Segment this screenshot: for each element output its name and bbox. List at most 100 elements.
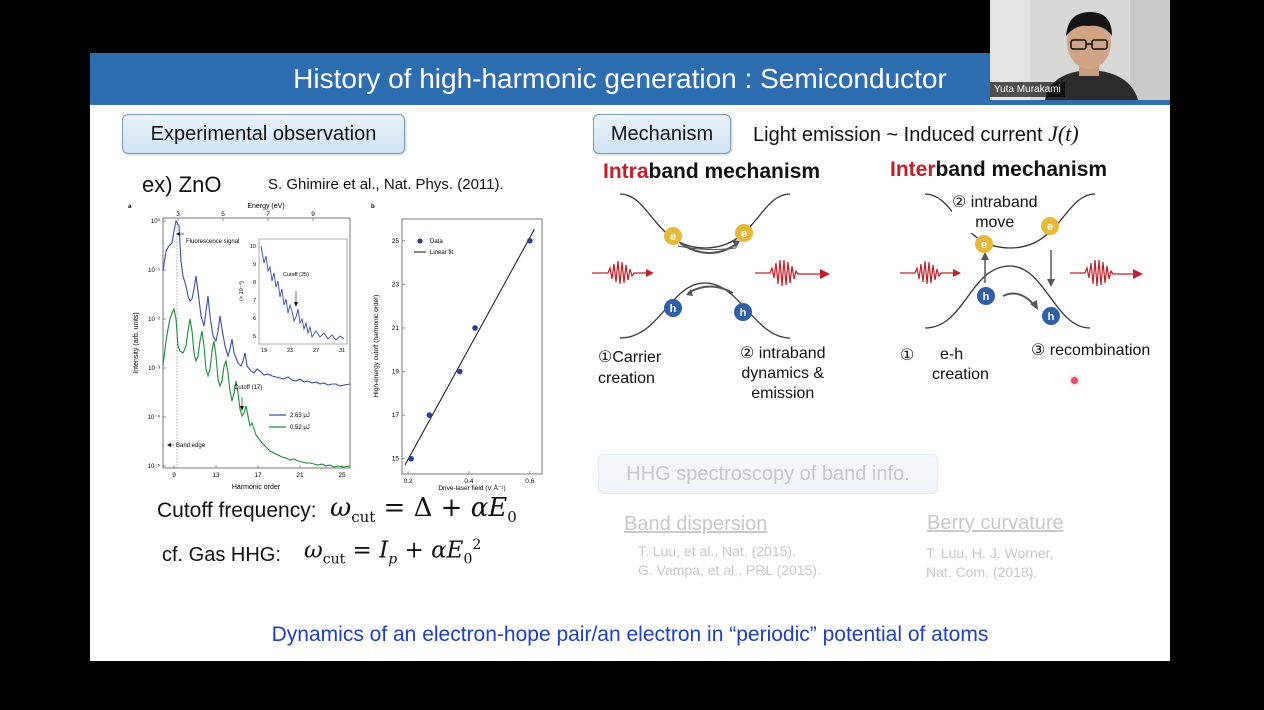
figure-b-y-tick: 15 bbox=[392, 456, 400, 463]
participant-name: Yuta Murakami bbox=[990, 82, 1065, 97]
svg-text:e: e bbox=[981, 239, 987, 251]
interband-heading: Interband mechanism bbox=[890, 158, 1108, 181]
figure-b-x-tick: 0.2 bbox=[404, 478, 413, 485]
data-point bbox=[527, 237, 533, 244]
svg-text:h: h bbox=[740, 307, 747, 319]
electron-1 bbox=[664, 227, 682, 245]
electron-2 bbox=[735, 224, 753, 242]
webcam-tile[interactable]: Yuta Murakami bbox=[990, 0, 1170, 100]
figure-b-y-tick: 23 bbox=[392, 281, 400, 288]
inset-x-tick: 27 bbox=[313, 348, 319, 354]
figure-a-y-tick: 10⁰ bbox=[151, 218, 161, 225]
figure-a-x-axis-title: Harmonic order bbox=[232, 484, 281, 491]
inset-x-tick: 19 bbox=[261, 348, 267, 354]
svg-text:h: h bbox=[1048, 311, 1055, 323]
inset-y-tick: 10 bbox=[250, 244, 256, 250]
linear-fit-line bbox=[404, 229, 535, 466]
inset-annotation: Cutoff (25) bbox=[283, 272, 309, 278]
figure-a-x-tick: 17 bbox=[254, 472, 262, 479]
figure-a-top-axis-title: Energy (eV) bbox=[247, 203, 284, 210]
data-point bbox=[472, 325, 478, 331]
hole-arrow bbox=[687, 285, 734, 294]
inset-y-axis-title: (× 10⁻⁴) bbox=[238, 281, 245, 301]
intraband-arrow bbox=[679, 242, 739, 254]
inset-y-tick: 5 bbox=[253, 334, 256, 340]
svg-text:h: h bbox=[670, 303, 677, 315]
svg-text:e: e bbox=[1047, 221, 1053, 233]
figure-b-y-tick: 21 bbox=[392, 325, 400, 332]
figure-a-y-tick: 10⁻³ bbox=[148, 366, 160, 372]
intraband-diagram: e e h h bbox=[592, 193, 830, 339]
svg-text:e: e bbox=[670, 231, 676, 243]
annotation-cutoff-17: Cutoff (17) bbox=[234, 385, 262, 391]
inter-step-2: ② intraband move bbox=[952, 193, 1038, 233]
inter-step-1-number: ① bbox=[900, 347, 915, 364]
slide: History of high-harmonic generation : Se… bbox=[90, 53, 1170, 661]
hole-1 bbox=[664, 299, 682, 317]
figure-a-chart: a Energy (eV) 3 5 7 9 10⁰ 10⁻¹ 10⁻² 10⁻³ 10⁻⁴ 10… bbox=[128, 203, 351, 491]
figure-b-x-axis-title: Drive-laser field (V Å⁻¹) bbox=[438, 483, 505, 492]
figure-a-x-tick: 9 bbox=[172, 472, 176, 479]
inset-x-tick: 31 bbox=[339, 348, 345, 354]
incoming-pulse-inter bbox=[900, 260, 957, 285]
figure-a-frame bbox=[162, 217, 351, 469]
legend-low: 0.52 μJ bbox=[290, 425, 310, 431]
figure-a-top-tick: 3 bbox=[176, 211, 180, 218]
inset-frame bbox=[258, 238, 348, 345]
figure-a-y-tick: 10⁻⁴ bbox=[148, 414, 161, 421]
annotation-band-edge: Band edge bbox=[176, 443, 206, 449]
figure-a-x-tick: 21 bbox=[296, 472, 304, 479]
cutoff-frequency-label: Cutoff frequency: bbox=[157, 499, 317, 522]
figure-a-top-tick: 7 bbox=[266, 211, 270, 218]
intra-step-2: ② intraband dynamics & emission bbox=[740, 345, 826, 402]
spectrum-high bbox=[162, 219, 351, 387]
mechanism-label: Mechanism bbox=[593, 114, 731, 154]
band-dispersion-heading: Band dispersion bbox=[624, 513, 768, 535]
figure-b-y-tick: 19 bbox=[392, 369, 400, 376]
inter-electron-1 bbox=[975, 235, 993, 253]
emitted-pulse-inter bbox=[1070, 259, 1135, 287]
cutoff-formula: ωcut = Δ + αE0 bbox=[330, 493, 517, 527]
figure-b-y-tick: 25 bbox=[392, 238, 400, 245]
figure-a-y-tick: 10⁻² bbox=[148, 317, 160, 323]
inter-electron-2 bbox=[1041, 217, 1059, 235]
figure-a-x-tick: 25 bbox=[338, 472, 346, 479]
hole-2 bbox=[734, 303, 752, 321]
figure-b-frame bbox=[401, 218, 543, 475]
laser-pointer bbox=[1071, 377, 1078, 384]
slide-title: History of high-harmonic generation : Se… bbox=[293, 63, 947, 94]
inset-y-tick: 7 bbox=[253, 298, 256, 304]
data-point bbox=[408, 455, 414, 462]
berry-curvature-heading: Berry curvature bbox=[927, 512, 1064, 534]
interband-diagram: e e h h bbox=[900, 193, 1143, 329]
inter-hole-1 bbox=[977, 287, 995, 305]
legend-linear-fit: Linear fit bbox=[430, 250, 453, 256]
inset-spectrum bbox=[260, 245, 345, 341]
emitted-pulse-intra bbox=[755, 259, 822, 287]
figure-a-y-axis-title: Intensity (arb. units) bbox=[133, 312, 140, 373]
svg-text:e: e bbox=[741, 228, 747, 240]
figure-b-y-tick: 17 bbox=[392, 412, 400, 419]
svg-text:h: h bbox=[983, 291, 990, 303]
figure-b-x-tick: 0.4 bbox=[464, 478, 473, 485]
inset-y-tick: 9 bbox=[253, 262, 256, 268]
light-emission-text: Light emission ~ Induced current J(t) bbox=[753, 121, 1079, 146]
figure-b-x-tick: 0.6 bbox=[525, 478, 534, 485]
figure-a-top-tick: 5 bbox=[221, 211, 225, 218]
conduction-band bbox=[619, 193, 791, 249]
figure-a-x-tick: 13 bbox=[212, 472, 220, 479]
data-point bbox=[426, 412, 433, 418]
spectrum-low bbox=[162, 307, 351, 468]
citation: S. Ghimire et al., Nat. Phys. (2011). bbox=[268, 176, 504, 193]
figure-a-y-tick: 10⁻¹ bbox=[148, 268, 160, 274]
figure-a-panel-label: a bbox=[128, 204, 132, 210]
figure-b-y-axis-title: High-energy cutoff (harmonic order) bbox=[373, 295, 380, 398]
legend-high: 2.63 μJ bbox=[290, 413, 310, 419]
inset-x-tick: 23 bbox=[287, 348, 293, 354]
inter-hole-2 bbox=[1042, 307, 1060, 325]
inter-step-3: ③ recombination bbox=[1031, 342, 1151, 359]
gas-hhg-formula: ωcut = Ip + αE02 bbox=[304, 537, 482, 568]
figure-a-y-tick: 10⁻⁵ bbox=[148, 463, 161, 470]
band-dispersion-refs: T. Luu, et al., Nat. (2015). G. Vampa, et… bbox=[638, 543, 821, 578]
